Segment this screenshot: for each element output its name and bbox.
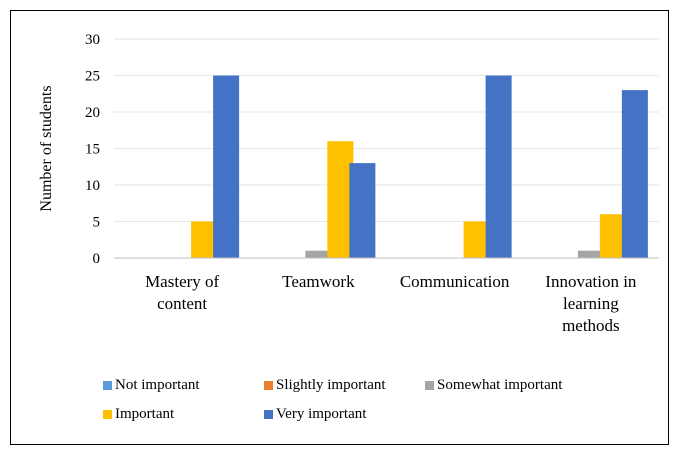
- bar: [327, 141, 354, 258]
- legend-swatch: [103, 381, 112, 390]
- bar: [485, 75, 512, 258]
- y-tick-label: 25: [85, 69, 100, 85]
- bar: [349, 163, 376, 258]
- y-tick-label: 30: [85, 32, 100, 48]
- category-labels: Mastery of content Teamwork Communication In…: [145, 272, 637, 335]
- bar: [577, 250, 604, 258]
- category-label-line: methods: [562, 316, 620, 335]
- legend-swatch: [103, 410, 112, 419]
- category-label-line: learning: [563, 294, 619, 313]
- legend: Not important Slightly important Somewhat …: [103, 377, 563, 422]
- bar: [621, 90, 648, 258]
- category-label-line: Mastery of: [145, 272, 219, 291]
- y-tick-label: 0: [93, 251, 101, 267]
- legend-swatch: [264, 410, 273, 419]
- bars: [191, 75, 648, 258]
- legend-swatch: [425, 381, 434, 390]
- category-label-line: Innovation in: [545, 272, 637, 291]
- legend-label: Important: [115, 406, 175, 422]
- bar-chart: 0 5 10 15 20 25 30 Mastery of content Teamwork Co…: [38, 32, 659, 422]
- bar: [213, 75, 240, 258]
- bar: [599, 214, 626, 258]
- y-axis-label: Number of students: [38, 85, 55, 211]
- legend-label: Very important: [276, 406, 367, 422]
- gridlines: [114, 38, 659, 222]
- category-label: Communication: [400, 272, 510, 291]
- legend-label: Slightly important: [276, 377, 386, 393]
- legend-label: Not important: [115, 377, 200, 393]
- category-label: Innovation in learning methods: [545, 272, 637, 335]
- category-label-line: content: [157, 294, 207, 313]
- category-label: Teamwork: [282, 272, 355, 291]
- category-label: Mastery of content: [145, 272, 219, 313]
- y-tick-label: 20: [85, 105, 100, 121]
- category-label-line: Teamwork: [282, 272, 355, 291]
- legend-label: Somewhat important: [437, 377, 563, 393]
- y-tick-label: 15: [85, 142, 100, 158]
- bar: [191, 221, 218, 258]
- y-tick-label: 5: [93, 215, 101, 231]
- category-label-line: Communication: [400, 272, 510, 291]
- legend-swatch: [264, 381, 273, 390]
- y-tick-labels: 0 5 10 15 20 25 30: [85, 32, 100, 267]
- y-tick-label: 10: [85, 178, 100, 194]
- chart-frame: 0 5 10 15 20 25 30 Mastery of content Teamwork Co…: [10, 10, 669, 445]
- bar: [305, 250, 332, 258]
- bar: [463, 221, 490, 258]
